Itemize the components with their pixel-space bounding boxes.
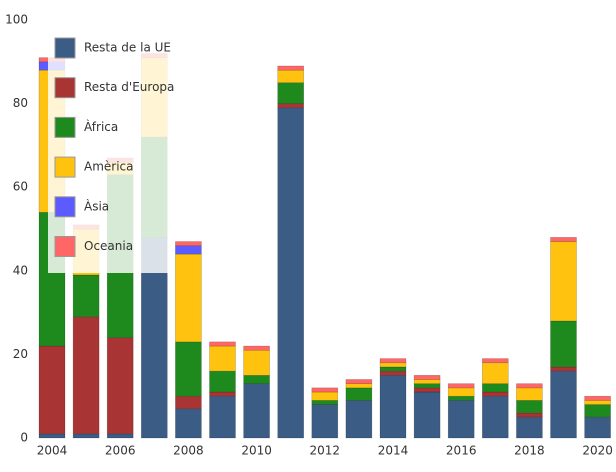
- y-tick-label: 20: [13, 347, 28, 361]
- bar-segment: [277, 69, 305, 84]
- bar-segment: [277, 82, 305, 104]
- legend-swatch: [54, 116, 76, 138]
- x-tick-label: 2012: [310, 444, 341, 458]
- bar-segment: [175, 408, 202, 439]
- bar-segment: [243, 349, 270, 376]
- bar-segment: [311, 391, 339, 401]
- bar-segment: [243, 374, 270, 384]
- x-tick-label: 2014: [378, 444, 409, 458]
- bar-segment: [175, 241, 202, 247]
- bar-segment: [209, 395, 236, 439]
- legend-label: Resta de la UE: [84, 41, 171, 55]
- bar-segment: [243, 383, 270, 439]
- y-tick-label: 100: [5, 13, 28, 27]
- bar-segment: [345, 400, 373, 439]
- bar-segment: [175, 253, 202, 343]
- bar-segment: [447, 383, 475, 389]
- bar-segment: [516, 400, 543, 414]
- bar-segment: [345, 379, 373, 384]
- bar-segment: [481, 395, 509, 439]
- bar-segment: [447, 387, 475, 397]
- bar-segment: [38, 345, 66, 435]
- bar-segment: [481, 362, 509, 384]
- bar-segment: [106, 433, 134, 439]
- legend-swatch: [54, 156, 76, 178]
- bar-segment: [413, 387, 441, 393]
- bar-segment: [550, 366, 577, 372]
- bar-segment: [447, 395, 475, 401]
- bar-segment: [584, 404, 611, 418]
- bar-segment: [379, 370, 407, 376]
- bar-segment: [550, 237, 577, 242]
- bar-segment: [379, 358, 407, 364]
- bar-segment: [345, 383, 373, 389]
- legend-label: Oceania: [84, 239, 133, 253]
- bar-segment: [481, 383, 509, 393]
- x-tick-label: 2004: [37, 444, 68, 458]
- bar-segment: [481, 358, 509, 364]
- bar-segment: [413, 379, 441, 384]
- bar-segment: [243, 345, 270, 351]
- bar-segment: [584, 400, 611, 405]
- bar-segment: [516, 416, 543, 439]
- bar-segment: [209, 341, 236, 347]
- bar-segment: [516, 412, 543, 418]
- legend-swatch: [54, 37, 76, 59]
- bar-segment: [413, 391, 441, 439]
- legend-background: [48, 33, 168, 273]
- x-tick-label: 2006: [105, 444, 136, 458]
- bar-segment: [175, 395, 202, 410]
- bar-segment: [311, 387, 339, 393]
- y-tick-label: 80: [13, 96, 28, 110]
- bar-segment: [72, 274, 100, 318]
- legend-swatch: [54, 196, 76, 218]
- legend-swatch: [54, 77, 76, 99]
- y-tick-label: 0: [20, 431, 28, 445]
- bar-segment: [516, 387, 543, 401]
- bar-segment: [209, 391, 236, 397]
- y-tick-label: 60: [13, 180, 28, 194]
- bar-segment: [516, 383, 543, 389]
- bar-segment: [379, 362, 407, 368]
- bar-segment: [311, 404, 339, 439]
- bar-segment: [277, 107, 305, 439]
- bar-segment: [550, 320, 577, 368]
- bar-segment: [379, 374, 407, 439]
- legend-label: Amèrica: [84, 160, 134, 174]
- bar-segment: [72, 316, 100, 435]
- x-tick-label: 2008: [173, 444, 204, 458]
- bar-segment: [413, 383, 441, 389]
- bar-segment: [106, 337, 134, 435]
- bar-segment: [209, 370, 236, 393]
- bar-segment: [379, 366, 407, 372]
- x-tick-label: 2020: [582, 444, 613, 458]
- bar-segment: [38, 433, 66, 439]
- bar-segment: [584, 416, 611, 439]
- x-tick-label: 2018: [514, 444, 545, 458]
- bar-segment: [277, 65, 305, 71]
- legend-label: Resta d'Europa: [84, 80, 174, 94]
- bar-segment: [481, 391, 509, 397]
- legend-label: Àfrica: [84, 119, 118, 134]
- bar-segment: [175, 341, 202, 397]
- bar-segment: [209, 345, 236, 372]
- bar-segment: [311, 400, 339, 405]
- bar-segment: [72, 433, 100, 439]
- legend-label: Àsia: [84, 198, 109, 213]
- legend-swatch: [54, 236, 76, 257]
- bar-segment: [550, 370, 577, 439]
- bar-segment: [175, 245, 202, 255]
- x-tick-label: 2010: [241, 444, 272, 458]
- x-tick-label: 2016: [446, 444, 477, 458]
- bar-segment: [550, 241, 577, 322]
- bar-segment: [345, 387, 373, 401]
- bar-segment: [413, 374, 441, 380]
- bar-segment: [447, 400, 475, 439]
- bar-segment: [277, 103, 305, 109]
- bar-segment: [584, 395, 611, 401]
- y-tick-label: 40: [13, 263, 28, 277]
